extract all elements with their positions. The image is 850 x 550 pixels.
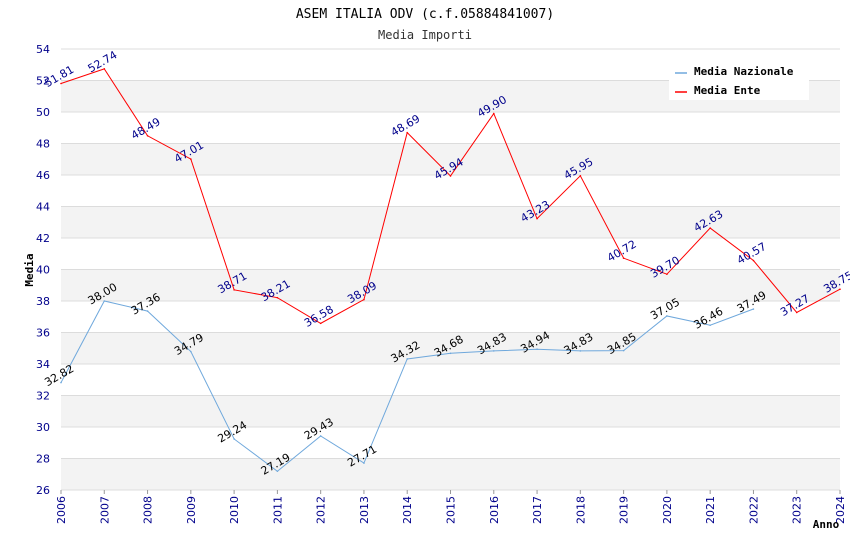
x-tick-label: 2022 xyxy=(747,496,760,524)
data-point-media-nazionale xyxy=(233,438,235,440)
grid-band xyxy=(61,269,840,301)
data-point-media-ente xyxy=(536,217,538,220)
grid-band xyxy=(61,395,840,427)
y-tick-label: 46 xyxy=(36,169,50,182)
data-point-media-nazionale xyxy=(276,470,279,473)
y-tick-label: 40 xyxy=(36,264,50,277)
data-point-media-ente xyxy=(839,288,841,290)
data-point-media-ente xyxy=(363,298,365,301)
data-point-media-nazionale xyxy=(492,350,495,352)
data-point-media-ente xyxy=(146,134,149,137)
x-axis-title: Anno xyxy=(813,518,840,531)
y-tick-label: 38 xyxy=(36,295,50,308)
legend-label-media-nazionale: Media Nazionale xyxy=(694,65,794,78)
x-tick-label: 2024 xyxy=(834,496,847,524)
data-point-media-nazionale xyxy=(146,310,149,312)
x-tick-label: 2007 xyxy=(98,496,111,524)
chart-subtitle: Media Importi xyxy=(378,28,472,42)
grid-band xyxy=(61,206,840,238)
y-tick-label: 42 xyxy=(36,232,50,245)
data-point-media-ente xyxy=(276,296,279,299)
legend: Media Nazionale Media Ente xyxy=(669,59,809,100)
x-tick-label: 2015 xyxy=(445,496,458,524)
data-point-media-ente xyxy=(666,273,668,276)
grid-band xyxy=(61,458,840,490)
y-tick-label: 34 xyxy=(36,358,50,371)
grid-band xyxy=(61,112,840,144)
x-axis-ticks: 2006 2007 2008 2009 2010 2011 2012 2013 2014 2015… xyxy=(55,490,847,524)
y-tick-label: 50 xyxy=(36,106,50,119)
data-point-media-nazionale xyxy=(666,315,668,317)
x-tick-label: 2018 xyxy=(574,496,587,524)
y-tick-label: 48 xyxy=(36,138,50,151)
data-point-media-ente xyxy=(795,311,798,314)
y-tick-label: 52 xyxy=(36,75,50,88)
data-point-media-ente xyxy=(622,257,625,259)
x-tick-label: 2013 xyxy=(358,496,371,524)
data-point-media-nazionale xyxy=(752,308,755,310)
data-point-media-nazionale xyxy=(190,350,192,353)
grid-band xyxy=(61,364,840,396)
data-point-media-ente xyxy=(406,131,409,134)
y-axis-ticks: 26 28 30 32 34 36 38 40 42 44 46 48 50 52 54 xyxy=(36,43,50,497)
y-tick-label: 54 xyxy=(36,43,50,56)
x-tick-label: 2006 xyxy=(55,496,68,524)
x-tick-label: 2008 xyxy=(142,496,155,524)
x-tick-label: 2023 xyxy=(791,496,804,524)
data-point-media-nazionale xyxy=(103,300,106,302)
x-tick-label: 2014 xyxy=(401,496,414,524)
data-point-media-nazionale xyxy=(622,349,625,352)
x-tick-label: 2016 xyxy=(488,496,501,524)
grid-band xyxy=(61,175,840,207)
data-point-media-ente xyxy=(319,322,322,325)
x-tick-label: 2012 xyxy=(315,496,328,524)
legend-box xyxy=(669,59,809,100)
x-tick-label: 2017 xyxy=(531,496,544,524)
data-point-media-ente xyxy=(449,175,452,177)
x-tick-label: 2020 xyxy=(661,496,674,524)
data-point-media-ente xyxy=(709,227,711,229)
data-point-media-nazionale xyxy=(406,358,409,360)
grid-band xyxy=(61,238,840,270)
data-point-media-ente xyxy=(103,68,106,70)
x-tick-label: 2019 xyxy=(618,496,631,524)
legend-label-media-ente: Media Ente xyxy=(694,84,761,97)
data-point-media-nazionale xyxy=(363,462,365,464)
data-point-media-nazionale xyxy=(319,435,322,437)
data-point-media-nazionale xyxy=(449,352,452,355)
y-tick-label: 36 xyxy=(36,327,50,340)
y-tick-label: 26 xyxy=(36,484,50,497)
data-point-media-ente xyxy=(190,158,192,160)
x-tick-label: 2010 xyxy=(228,496,241,524)
y-tick-label: 44 xyxy=(36,201,50,214)
series-lines xyxy=(60,68,841,473)
y-tick-label: 32 xyxy=(36,390,50,403)
y-axis-title: Media xyxy=(23,253,36,286)
data-point-media-ente xyxy=(579,174,582,177)
data-point-media-ente xyxy=(752,259,755,262)
data-point-media-ente xyxy=(233,289,235,291)
grid-bands xyxy=(61,48,840,491)
grid-band xyxy=(61,332,840,364)
x-tick-label: 2011 xyxy=(271,496,284,524)
y-tick-label: 28 xyxy=(36,453,50,466)
data-point-media-nazionale xyxy=(579,350,582,352)
data-point-media-nazionale xyxy=(536,348,538,350)
y-tick-label: 30 xyxy=(36,421,50,434)
data-point-media-nazionale xyxy=(709,324,711,327)
data-point-media-nazionale xyxy=(60,381,62,384)
grid-band xyxy=(61,301,840,333)
data-point-media-ente xyxy=(60,82,62,85)
x-tick-label: 2009 xyxy=(185,496,198,524)
data-point-media-ente xyxy=(492,112,495,115)
x-tick-label: 2021 xyxy=(704,496,717,524)
grid-band xyxy=(61,427,840,459)
chart-title: ASEM ITALIA ODV (c.f.05884841007) xyxy=(296,7,554,22)
